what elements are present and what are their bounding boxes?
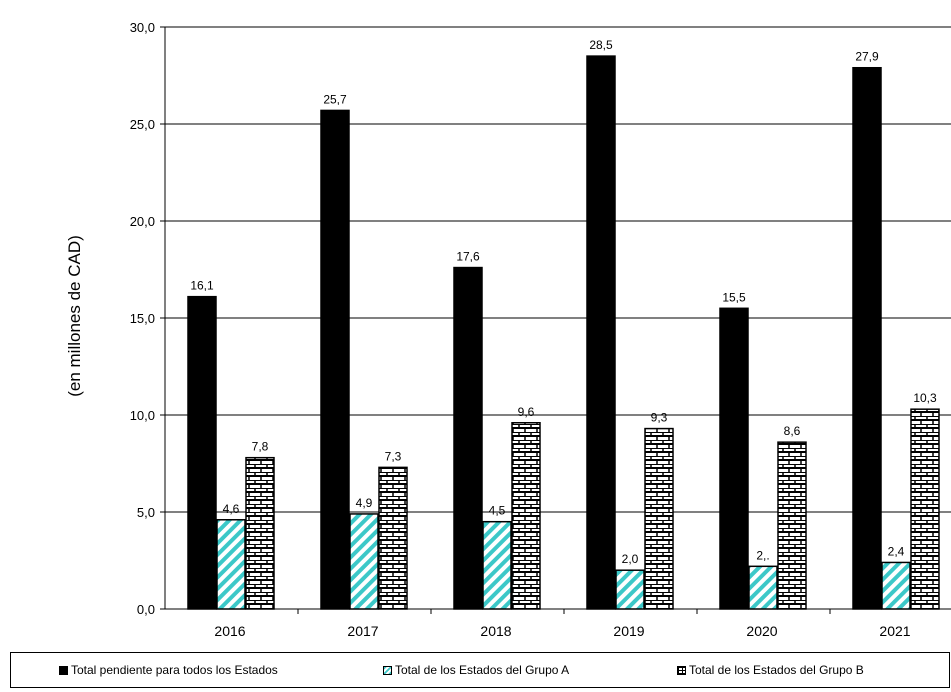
bar-total [187, 295, 217, 610]
legend-label-group-a: Total de los Estados del Grupo A [395, 663, 570, 677]
y-axis-label: (en millones de CAD) [65, 235, 84, 397]
data-label: 2,0 [622, 552, 639, 566]
data-label: 15,5 [722, 290, 746, 304]
data-label: 4,9 [356, 496, 373, 510]
bar-group-b [777, 441, 807, 610]
y-tick-label: 20,0 [130, 214, 155, 229]
legend-item-group-a: Total de los Estados del Grupo A [383, 663, 569, 677]
x-tick-label: 2017 [347, 623, 378, 639]
legend-swatch-hatch [383, 665, 392, 675]
bar-total [586, 55, 616, 610]
bar-group-a [349, 513, 379, 610]
data-label: 28,5 [589, 38, 613, 52]
bar-group-a [216, 519, 246, 610]
data-label: 17,6 [456, 250, 480, 264]
bar-group-a [615, 569, 645, 610]
bar-group-b [644, 427, 674, 610]
legend-label-total: Total pendiente para todos los Estados [71, 663, 278, 677]
data-labels: 16,1 4,6 7,8 25,7 4,9 7,3 17,6 4,5 9,6 28,5 2,0 9,3… [190, 38, 937, 566]
axes: 0,0 5,0 10,0 15,0 20,0 25,0 30,0 2016 2017 2018 20… [130, 20, 951, 639]
data-label: 4,6 [223, 502, 240, 516]
data-label: 9,6 [518, 405, 535, 419]
bars [187, 55, 940, 610]
data-label: 25,7 [323, 92, 347, 106]
legend-swatch-brick [677, 665, 686, 675]
x-tick-label: 2021 [879, 623, 910, 639]
bar-total [453, 266, 483, 610]
data-label: 7,3 [385, 449, 402, 463]
bar-group-b [910, 408, 940, 610]
data-label: 4,5 [489, 504, 506, 518]
data-label: 10,3 [913, 391, 937, 405]
grid-lines [165, 26, 951, 513]
bar-group-b [378, 466, 408, 610]
data-label: 9,3 [651, 411, 668, 425]
bar-total [320, 109, 350, 610]
bar-total [719, 307, 749, 610]
x-tick-label: 2019 [613, 623, 644, 639]
y-tick-label: 10,0 [130, 408, 155, 423]
bar-chart: 16,1 4,6 7,8 25,7 4,9 7,3 17,6 4,5 9,6 28,5 2,0 9,3… [65, 20, 951, 639]
data-label: 2,4 [888, 544, 905, 558]
bar-group-b [511, 422, 541, 610]
x-tick-label: 2016 [214, 623, 245, 639]
bar-total [852, 66, 882, 610]
x-tick-label: 2018 [480, 623, 511, 639]
y-tick-label: 25,0 [130, 117, 155, 132]
legend-label-group-b: Total de los Estados del Grupo B [689, 663, 864, 677]
y-tick-label: 5,0 [137, 505, 155, 520]
y-tick-label: 15,0 [130, 311, 155, 326]
data-label: 16,1 [190, 279, 214, 293]
bar-group-a [482, 520, 512, 610]
y-tick-label: 30,0 [130, 20, 155, 35]
data-label: 8,6 [784, 424, 801, 438]
legend-swatch-black [59, 665, 68, 675]
data-label: 2,. [756, 548, 769, 562]
legend-item-group-b: Total de los Estados del Grupo B [677, 663, 864, 677]
data-label: 7,8 [252, 440, 269, 454]
bar-group-a [881, 561, 911, 610]
bar-group-b [245, 456, 275, 610]
data-label: 27,9 [855, 50, 879, 64]
x-tick-label: 2020 [746, 623, 777, 639]
y-tick-label: 0,0 [137, 602, 155, 617]
bar-group-a [748, 565, 778, 610]
legend-item-total: Total pendiente para todos los Estados [59, 663, 278, 677]
legend: Total pendiente para todos los Estados T… [10, 652, 950, 688]
